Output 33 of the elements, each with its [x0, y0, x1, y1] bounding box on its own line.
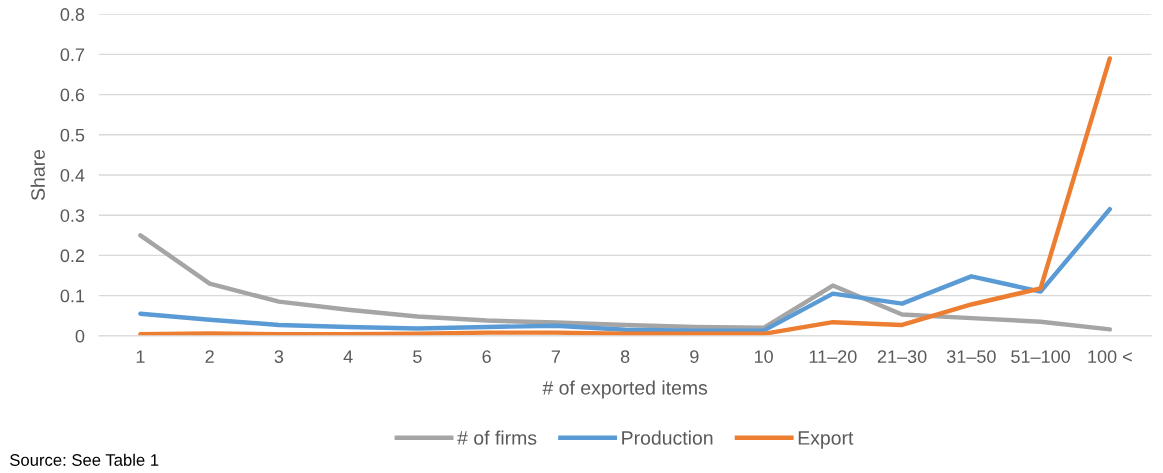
y-tick-label: 0.3	[60, 209, 85, 222]
x-tick-label: 8	[620, 350, 630, 363]
x-tick-label: 31–50	[946, 350, 996, 363]
y-tick-label: 0.1	[60, 289, 85, 303]
y-tick-label: 0.8	[60, 8, 85, 21]
x-tick-label: 51–100	[1011, 350, 1070, 363]
legend-label: # of firms	[457, 430, 537, 445]
x-tick-label: 4	[343, 350, 353, 363]
y-tick-label: 0.7	[60, 48, 85, 62]
x-tick-label: 1	[136, 350, 145, 363]
y-tick-label: 0	[75, 329, 85, 343]
x-tick-label: 7	[551, 350, 560, 363]
legend-label: Export	[798, 431, 854, 449]
x-axis-title: # of exported items	[542, 380, 708, 399]
x-tick-label: 9	[690, 350, 699, 363]
x-tick-label: 100 <	[1088, 350, 1132, 363]
y-axis-title: Share	[30, 149, 45, 201]
x-tick-label: 2	[205, 350, 214, 363]
y-tick-label: 0.2	[60, 249, 85, 263]
x-tick-label: 3	[274, 350, 284, 363]
x-tick-label: 5	[413, 350, 422, 363]
source-note: Source: See Table 1	[10, 453, 159, 466]
y-tick-label: 0.6	[60, 88, 85, 102]
y-tick-label: 0.4	[60, 168, 85, 182]
x-tick-label: 11–20	[809, 350, 857, 363]
line-series	[138, 233, 1113, 332]
line-series	[138, 206, 1113, 333]
x-tick-label: 6	[482, 350, 491, 363]
y-tick-label: 0.5	[60, 128, 85, 142]
x-tick-label: 21–30	[877, 350, 927, 363]
line-series	[138, 56, 1113, 336]
x-tick-label: 10	[754, 350, 773, 363]
legend-label: Production	[622, 430, 713, 445]
